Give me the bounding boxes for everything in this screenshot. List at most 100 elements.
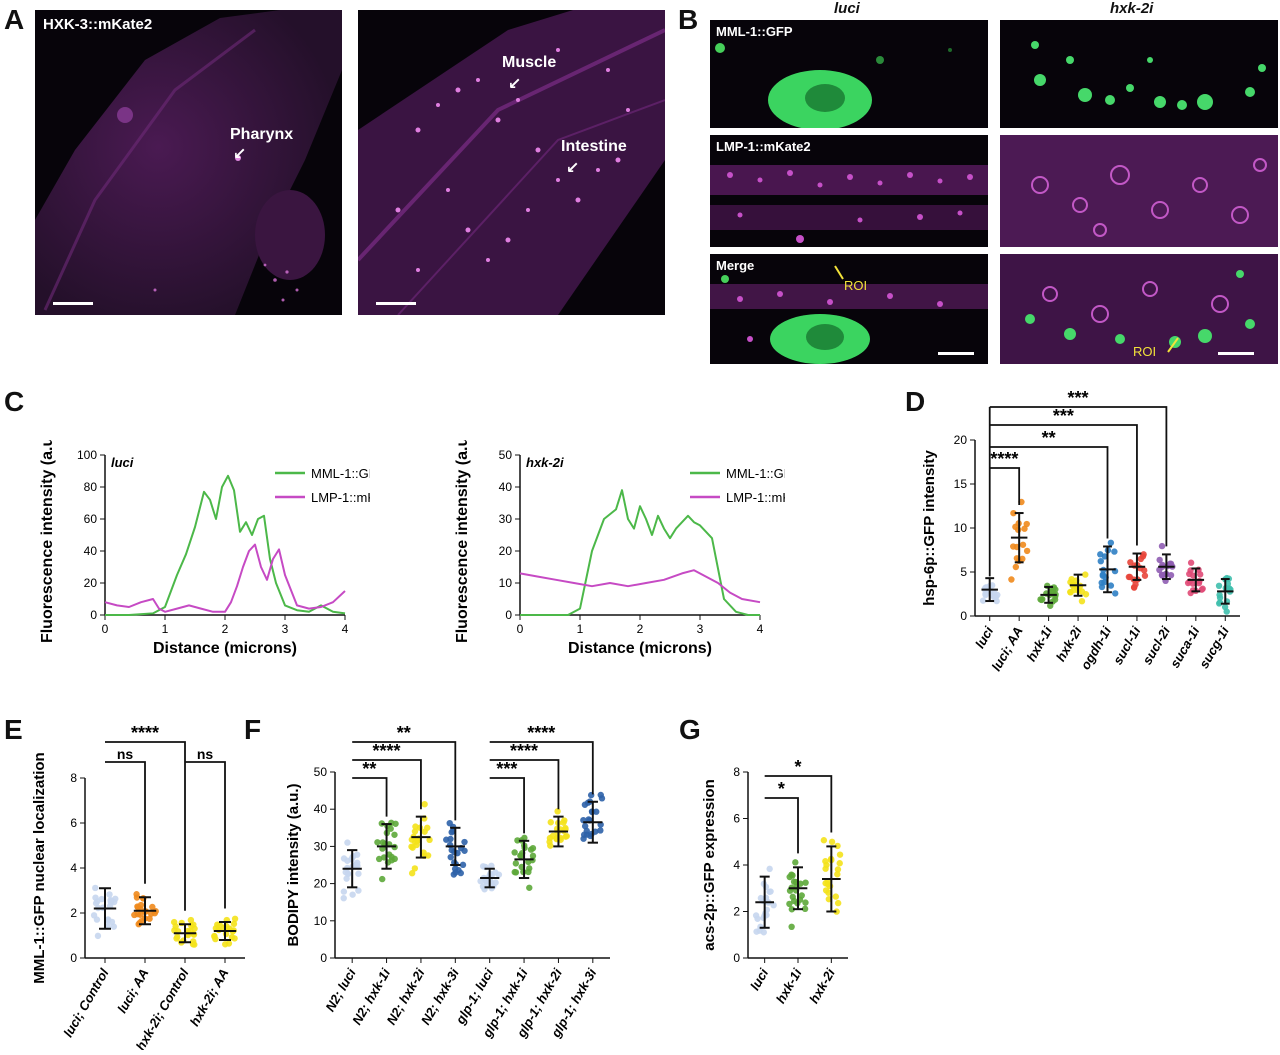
y-tick-label: 5 (960, 565, 967, 579)
data-point (447, 835, 454, 843)
data-point (374, 839, 381, 846)
data-point (993, 597, 1000, 605)
category-label: luci; AA (114, 966, 151, 1016)
data-point (514, 837, 521, 844)
x-axis-label: Distance (microns) (153, 640, 297, 657)
a-intestine-arrow-icon: ↙ (566, 160, 580, 177)
significance-label: **** (373, 741, 401, 761)
data-point (1008, 576, 1015, 583)
panel-letter-f: F (244, 714, 262, 745)
data-point (231, 915, 239, 923)
data-point (526, 884, 533, 891)
data-point (392, 820, 399, 827)
significance-label: ** (1042, 428, 1056, 448)
a-intestine-label: Intestine (561, 138, 627, 155)
a-muscle-arrow-icon: ↙ (508, 76, 522, 93)
b-mkate-luci: LMP-1::mKate2 (710, 135, 988, 247)
data-point (413, 837, 421, 844)
data-point (344, 839, 351, 846)
y-tick-label: 0 (90, 608, 97, 622)
data-point (228, 933, 236, 941)
data-point (411, 865, 419, 872)
data-point (1049, 588, 1056, 595)
data-point (421, 828, 428, 835)
data-point (580, 835, 587, 842)
data-point (92, 884, 99, 892)
panel-letter-a: A (4, 4, 25, 35)
data-point (134, 904, 142, 911)
x-tick-label: 0 (102, 622, 109, 636)
significance-bracket (764, 797, 799, 854)
data-point (187, 916, 195, 924)
data-point (342, 869, 349, 876)
data-point (107, 897, 114, 904)
data-point (754, 915, 761, 922)
y-tick-label: 0 (70, 951, 77, 965)
data-point (788, 906, 796, 913)
data-point (110, 923, 118, 930)
y-tick-label: 4 (733, 858, 740, 872)
x-axis-label: Distance (microns) (568, 640, 712, 657)
data-point (597, 791, 604, 799)
y-tick-label: 30 (499, 512, 513, 526)
data-point (191, 925, 198, 932)
x-tick-label: 1 (162, 622, 169, 636)
data-point (459, 861, 467, 869)
data-point (173, 935, 180, 942)
data-point (172, 923, 179, 930)
category-label: hxk-1i (773, 966, 805, 1006)
y-tick-label: 0 (733, 951, 740, 965)
a-right-tissue (358, 10, 665, 315)
data-point (979, 597, 987, 604)
x-tick-label: 4 (342, 622, 349, 636)
data-point (355, 870, 362, 877)
y-tick-label: 30 (314, 839, 328, 853)
y-axis-label: hsp-6p::GFP intensity (921, 450, 938, 606)
category-label: sucl-1i (1110, 624, 1144, 668)
data-point (767, 888, 774, 895)
y-axis-label: BODIPY intensity (a.u.) (285, 783, 302, 946)
data-point (343, 875, 350, 882)
data-point (802, 899, 809, 906)
y-tick-label: 0 (960, 609, 967, 623)
significance-label: * (794, 757, 801, 777)
data-point (757, 894, 765, 902)
data-point (834, 899, 842, 907)
data-point (786, 900, 793, 908)
data-point (563, 832, 570, 840)
data-point (455, 867, 462, 874)
data-point (1189, 580, 1197, 587)
category-label: hxk-1i (1023, 624, 1055, 664)
data-point (554, 808, 561, 815)
data-point (766, 865, 773, 873)
b-col-header-hxk2i: hxk-2i (1110, 0, 1154, 17)
data-point (802, 879, 809, 886)
data-point (786, 873, 793, 881)
data-point (512, 869, 520, 876)
y-tick-label: 20 (954, 433, 968, 447)
data-point (1195, 579, 1203, 587)
y-tick-label: 50 (499, 448, 513, 462)
chart-f-bodipy: 0 10 20 30 40 50 BODIPY intensity (a.u.) N2; lu… (285, 723, 610, 1041)
data-point (1099, 571, 1107, 578)
legend-label: LMP-1::mKate2 (311, 490, 370, 505)
data-point (792, 859, 799, 866)
data-point (585, 816, 592, 823)
legend-label: MML-1::GFP (311, 466, 370, 481)
a-left-scale-bar (53, 302, 93, 305)
data-point (1199, 585, 1206, 592)
y-axis-label: Fluorescence intensity (a.u.) (455, 440, 471, 643)
y-tick-label: 20 (84, 576, 98, 590)
data-point (1023, 547, 1031, 555)
data-point (375, 855, 383, 863)
data-point (1111, 548, 1118, 555)
significance-bracket (352, 759, 422, 810)
data-point (834, 871, 841, 878)
data-point (225, 940, 233, 947)
data-point (1070, 587, 1077, 594)
x-tick-label: 3 (282, 622, 289, 636)
data-point (1156, 566, 1163, 574)
